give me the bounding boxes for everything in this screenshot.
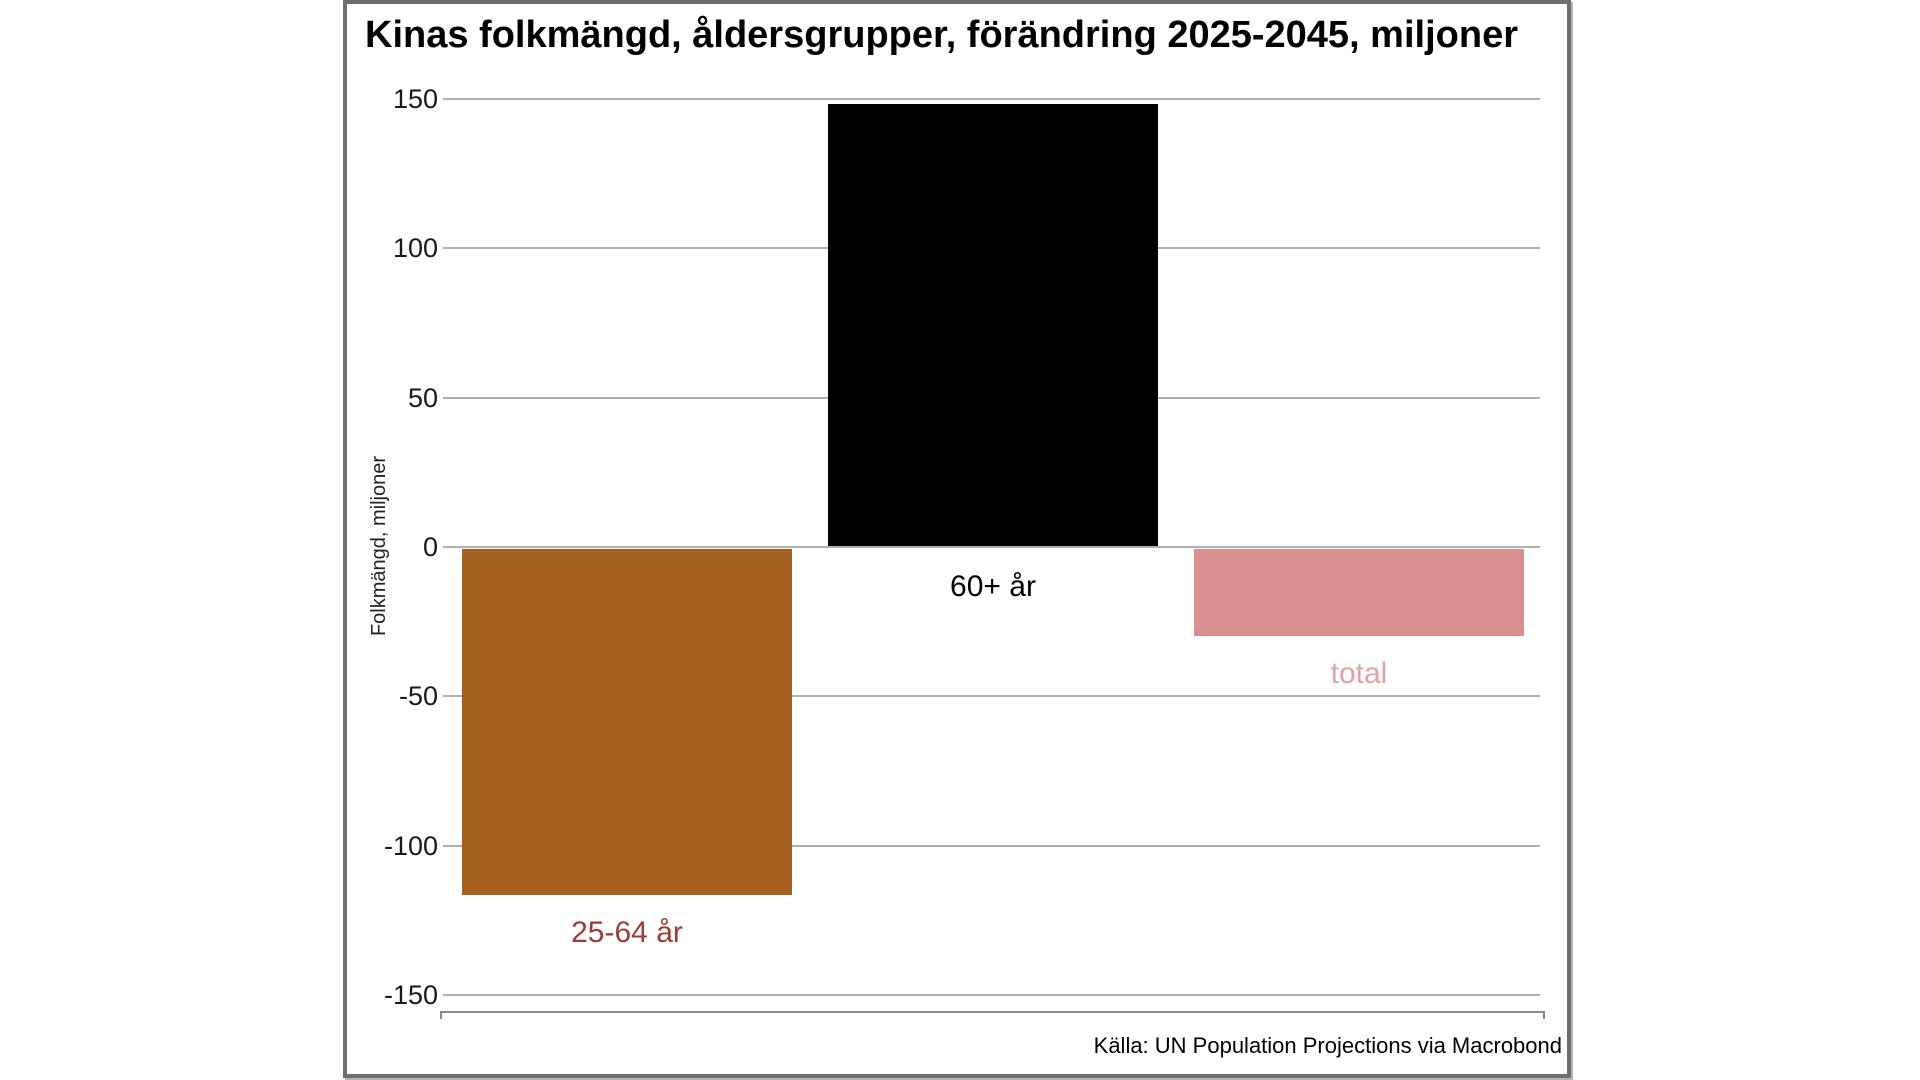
gridline--50 bbox=[443, 695, 1540, 697]
y-tick-label--150: -150 bbox=[383, 980, 438, 1010]
gridline-0 bbox=[443, 546, 1540, 548]
y-tick-label--100: -100 bbox=[383, 831, 438, 861]
x-axis-bracket bbox=[440, 1011, 1545, 1019]
y-tick-label-50: 50 bbox=[407, 383, 438, 413]
bar-label-25-64-r: 25-64 år bbox=[571, 916, 683, 949]
bar-label-60+-r: 60+ år bbox=[950, 570, 1036, 603]
y-tick-label-150: 150 bbox=[392, 84, 438, 114]
gridline--150 bbox=[443, 994, 1540, 996]
gridline-150 bbox=[443, 98, 1540, 100]
bar-25-64-r bbox=[462, 549, 792, 895]
chart-frame: Kinas folkmängd, åldersgrupper, förändri… bbox=[343, 0, 1571, 1078]
bar-total bbox=[1194, 549, 1524, 636]
gridline--100 bbox=[443, 845, 1540, 847]
bar-label-total: total bbox=[1330, 657, 1388, 690]
source-attribution: Källa: UN Population Projections via Mac… bbox=[1093, 1033, 1562, 1058]
chart-title: Kinas folkmängd, åldersgrupper, förändri… bbox=[365, 14, 1518, 56]
bar-60+-r bbox=[828, 104, 1158, 546]
y-tick-label-100: 100 bbox=[392, 233, 438, 263]
y-tick-label--50: -50 bbox=[398, 681, 438, 711]
y-tick-label-0: 0 bbox=[422, 532, 438, 562]
